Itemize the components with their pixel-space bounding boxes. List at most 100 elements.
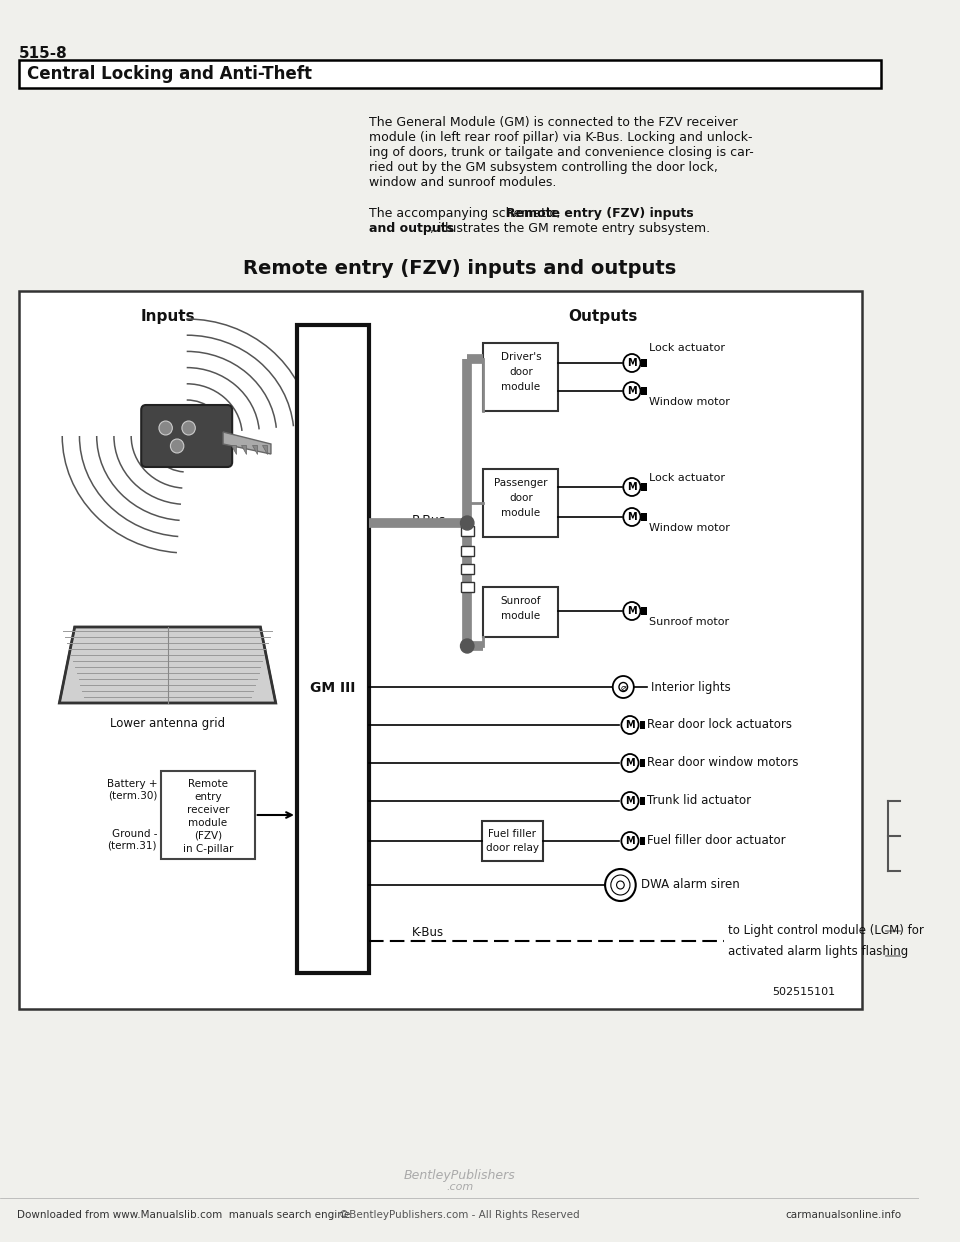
Text: The accompanying schematic,: The accompanying schematic, <box>369 207 564 220</box>
Text: M: M <box>627 606 636 616</box>
Text: (term.31): (term.31) <box>108 841 157 851</box>
Text: to Light control module (LCM) for: to Light control module (LCM) for <box>728 924 924 936</box>
Text: Fuel filler door actuator: Fuel filler door actuator <box>647 835 786 847</box>
Circle shape <box>621 715 638 734</box>
Text: M: M <box>627 359 636 369</box>
Text: module: module <box>501 611 540 621</box>
Text: Fuel filler: Fuel filler <box>489 828 537 840</box>
Text: door relay: door relay <box>486 843 539 853</box>
Text: entry: entry <box>194 792 222 802</box>
Text: Sunroof: Sunroof <box>500 596 541 606</box>
Text: (FZV): (FZV) <box>194 831 222 841</box>
Text: Rear door window motors: Rear door window motors <box>647 756 799 770</box>
Text: Central Locking and Anti-Theft: Central Locking and Anti-Theft <box>27 65 312 83</box>
Text: GM III: GM III <box>310 681 355 694</box>
Text: activated alarm lights flashing: activated alarm lights flashing <box>728 945 908 958</box>
Text: M: M <box>625 720 635 730</box>
Text: Driver's: Driver's <box>500 351 541 361</box>
Text: module: module <box>188 818 228 828</box>
Text: 502515101: 502515101 <box>772 987 835 997</box>
Polygon shape <box>241 445 246 455</box>
Bar <box>461 582 474 592</box>
Text: door: door <box>509 366 533 378</box>
Text: Remote: Remote <box>188 779 228 789</box>
Text: M: M <box>625 837 635 847</box>
Text: Ground -: Ground - <box>111 828 157 840</box>
Bar <box>19 60 881 88</box>
Text: Remote entry (FZV) inputs and outputs: Remote entry (FZV) inputs and outputs <box>243 260 676 278</box>
Text: and outputs: and outputs <box>369 222 453 235</box>
Text: 515-8: 515-8 <box>19 46 68 61</box>
Text: Downloaded from www.Manualslib.com  manuals search engine: Downloaded from www.Manualslib.com manua… <box>17 1210 350 1220</box>
Text: window and sunroof modules.: window and sunroof modules. <box>369 176 556 189</box>
Text: ried out by the GM subsystem controlling the door lock,: ried out by the GM subsystem controlling… <box>369 161 717 174</box>
Circle shape <box>461 638 474 653</box>
Text: Sunroof motor: Sunroof motor <box>649 617 730 627</box>
Bar <box>461 546 474 556</box>
Text: Inputs: Inputs <box>140 309 195 324</box>
Text: module: module <box>501 508 540 518</box>
Text: , illustrates the GM remote entry subsystem.: , illustrates the GM remote entry subsys… <box>430 222 710 235</box>
Circle shape <box>181 421 195 435</box>
Bar <box>639 797 645 805</box>
Text: door: door <box>509 493 533 503</box>
Bar <box>482 821 542 861</box>
Text: Window motor: Window motor <box>649 523 730 533</box>
Text: Trunk lid actuator: Trunk lid actuator <box>647 795 752 807</box>
Text: M: M <box>627 482 636 493</box>
Text: DWA alarm siren: DWA alarm siren <box>641 878 740 892</box>
Text: K-Bus: K-Bus <box>412 927 444 939</box>
Text: Lock actuator: Lock actuator <box>649 343 725 353</box>
Bar <box>484 587 558 637</box>
Bar <box>641 388 647 395</box>
Circle shape <box>621 832 638 850</box>
Text: The General Module (GM) is connected to the FZV receiver: The General Module (GM) is connected to … <box>369 116 737 129</box>
Bar <box>484 343 558 411</box>
Circle shape <box>461 515 474 530</box>
Text: P-Bus: P-Bus <box>412 514 446 528</box>
Text: carmanualsonline.info: carmanualsonline.info <box>786 1210 901 1220</box>
FancyBboxPatch shape <box>141 405 232 467</box>
Text: BentleyPublishers: BentleyPublishers <box>404 1169 516 1181</box>
Circle shape <box>623 383 640 400</box>
Polygon shape <box>252 445 256 455</box>
Bar <box>19 291 862 1009</box>
Bar <box>297 325 369 972</box>
Bar <box>161 771 254 859</box>
Text: M: M <box>627 513 636 523</box>
Bar <box>641 359 647 366</box>
Bar <box>461 527 474 537</box>
Bar <box>639 759 645 768</box>
Text: Lock actuator: Lock actuator <box>649 473 725 483</box>
Circle shape <box>623 508 640 527</box>
Text: Outputs: Outputs <box>568 309 637 324</box>
Text: .com: .com <box>446 1182 473 1192</box>
Text: Passenger: Passenger <box>494 478 547 488</box>
Text: module: module <box>501 383 540 392</box>
Text: module (in left rear roof pillar) via K-Bus. Locking and unlock-: module (in left rear roof pillar) via K-… <box>369 130 752 144</box>
Circle shape <box>621 754 638 773</box>
Circle shape <box>623 354 640 373</box>
Bar <box>641 483 647 491</box>
Circle shape <box>616 881 624 889</box>
Circle shape <box>623 478 640 496</box>
Text: (term.30): (term.30) <box>108 791 157 801</box>
Text: Remote entry (FZV) inputs: Remote entry (FZV) inputs <box>506 207 693 220</box>
Polygon shape <box>262 445 267 455</box>
Text: ⌀: ⌀ <box>620 683 626 693</box>
Circle shape <box>605 869 636 900</box>
Polygon shape <box>60 627 276 703</box>
Bar <box>641 513 647 520</box>
Text: Battery +: Battery + <box>107 779 157 789</box>
Circle shape <box>171 438 183 453</box>
Bar <box>639 722 645 729</box>
Text: ing of doors, trunk or tailgate and convenience closing is car-: ing of doors, trunk or tailgate and conv… <box>369 147 754 159</box>
Bar <box>639 837 645 845</box>
Circle shape <box>611 876 630 895</box>
Polygon shape <box>223 432 271 455</box>
Circle shape <box>612 676 634 698</box>
Text: Window motor: Window motor <box>649 397 730 407</box>
Circle shape <box>159 421 173 435</box>
Bar <box>484 469 558 537</box>
Text: M: M <box>625 796 635 806</box>
